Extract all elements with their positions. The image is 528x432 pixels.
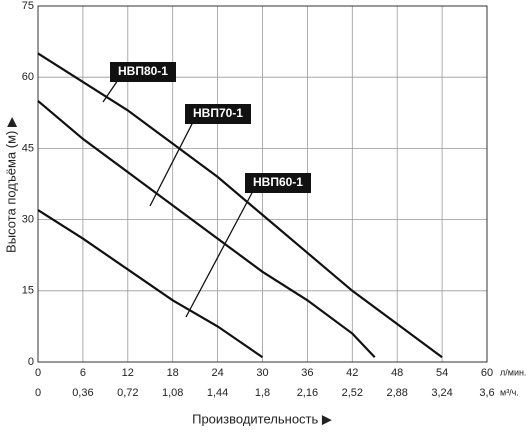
series-label: НВП70-1 [193,106,243,120]
x-tick-label: 12 [122,367,134,379]
x2-tick-label: 1,8 [255,387,270,399]
label-box [185,104,251,124]
x2-tick-label: 1,44 [207,387,228,399]
x-tick-label: 24 [211,367,223,379]
x-tick-label: 0 [35,367,41,379]
x2-tick-label: 0,72 [117,387,138,399]
x2-tick-label: 2,52 [342,387,363,399]
y-tick-label: 45 [22,142,34,154]
y-tick-label: 60 [22,71,34,83]
y-tick-label: 30 [22,214,34,226]
x2-tick-label: 1,08 [162,387,183,399]
x2-tick-label: 3,6 [479,387,494,399]
x-tick-label: 60 [481,367,493,379]
x2-unit: м³/ч. [500,387,519,397]
x2-tick-label: 3,24 [431,387,452,399]
y-tick-label: 75 [22,0,34,12]
leader-line [102,79,119,103]
plot-frame [37,5,488,363]
series-label: НВП80-1 [118,64,168,78]
y-tick-label: 15 [22,285,34,297]
series-label: НВП60-1 [253,175,303,189]
line-series [37,209,264,359]
line-series [37,52,443,359]
leader-line [185,190,254,318]
x-tick-label: 18 [167,367,179,379]
x-tick-label: 42 [346,367,358,379]
label-box [245,173,311,193]
x2-tick-label: 0 [35,387,41,399]
x-tick-label: 54 [436,367,448,379]
leader-line [149,121,194,207]
x2-tick-label: 0,36 [72,387,93,399]
y-axis-label: Высота подъёма (м) ▶ [3,117,18,253]
label-box [110,62,176,82]
x2-tick-label: 2,16 [297,387,318,399]
x-tick-label: 36 [301,367,313,379]
y-tick-label: 0 [28,356,34,368]
x-tick-label: 6 [80,367,86,379]
x-tick-label: 30 [256,367,268,379]
x-unit: л/мин. [500,367,526,377]
line-series [37,100,376,359]
x-axis-label: Производительность ▶ [192,411,332,426]
x2-tick-label: 2,88 [386,387,407,399]
x-tick-label: 48 [391,367,403,379]
